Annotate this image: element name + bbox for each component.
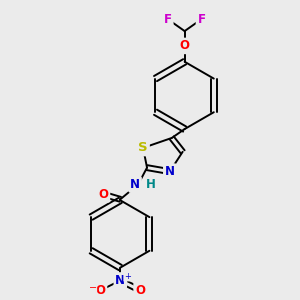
- Text: N: N: [115, 274, 125, 287]
- Text: O: O: [98, 188, 109, 201]
- Text: N: N: [165, 165, 175, 178]
- Text: +: +: [124, 272, 131, 281]
- Text: N: N: [130, 178, 140, 191]
- Text: −: −: [88, 284, 97, 293]
- Text: F: F: [164, 13, 172, 26]
- Text: O: O: [95, 284, 106, 297]
- Text: O: O: [180, 39, 190, 52]
- Text: F: F: [197, 13, 206, 26]
- Text: H: H: [146, 178, 156, 191]
- Text: O: O: [135, 284, 145, 297]
- Text: S: S: [138, 141, 148, 154]
